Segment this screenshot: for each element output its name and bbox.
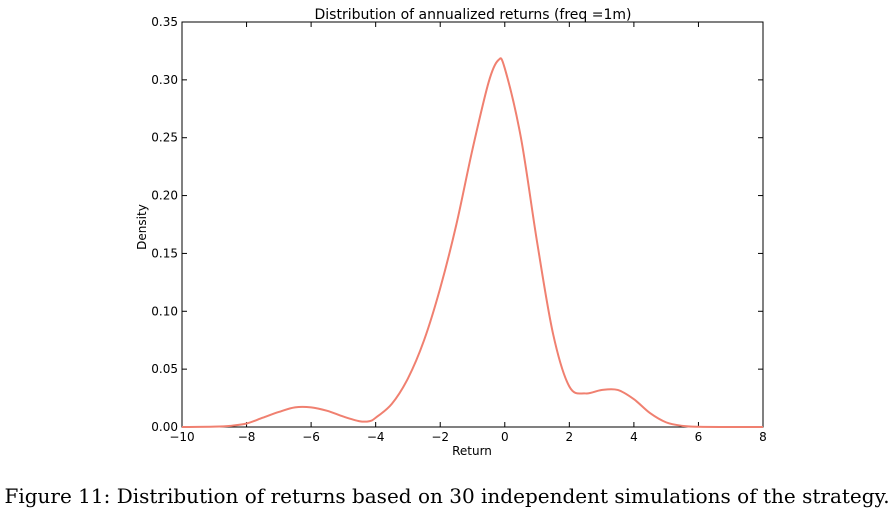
x-tick-label: −8 [238, 430, 256, 444]
y-tick-label: 0.30 [151, 73, 178, 87]
density-chart: Distribution of annualized returns (freq… [135, 7, 767, 458]
x-tick-label: 0 [501, 430, 509, 444]
x-tick-label: −10 [169, 430, 194, 444]
x-tick-label: −6 [302, 430, 320, 444]
figure-caption: Figure 11: Distribution of returns based… [4, 484, 890, 508]
plot-frame [181, 21, 764, 428]
density-line [181, 57, 764, 429]
x-tick-label: 2 [566, 430, 574, 444]
y-tick-label: 0.00 [151, 420, 178, 434]
y-tick-label: 0.20 [151, 189, 178, 203]
y-tick-label: 0.25 [151, 131, 178, 145]
chart-title: Distribution of annualized returns (freq… [314, 7, 631, 23]
plot-area: −10 −8 −6 −4 −2 0 2 4 6 8 0.00 0.05 0.10 0.15 0.20 0.25… [151, 15, 767, 444]
x-tick-label: −2 [431, 430, 449, 444]
y-tick-label: 0.15 [151, 246, 178, 260]
x-axis-label: Return [452, 444, 492, 458]
y-tick-label: 0.35 [151, 15, 178, 29]
y-tick-label: 0.10 [151, 304, 178, 318]
x-tick-label: 8 [759, 430, 767, 444]
y-axis-label: Density [135, 204, 149, 250]
x-tick-label: 6 [695, 430, 703, 444]
x-tick-label: −4 [367, 430, 385, 444]
x-tick-label: 4 [630, 430, 638, 444]
y-tick-label: 0.05 [151, 362, 178, 376]
